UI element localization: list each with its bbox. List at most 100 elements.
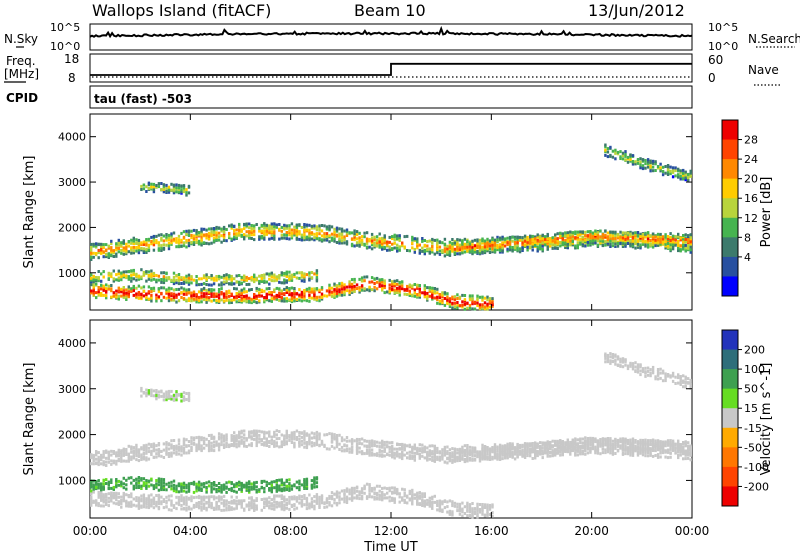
scatter-cell — [145, 247, 148, 251]
scatter-cell — [636, 233, 640, 237]
scatter-cell — [140, 453, 143, 457]
scatter-cell — [340, 231, 344, 235]
scatter-cell — [90, 453, 93, 457]
scatter-cell — [315, 295, 319, 299]
scatter-cell — [192, 441, 196, 445]
scatter-cell — [333, 492, 336, 496]
scatter-cell — [268, 237, 271, 241]
scatter-cell — [373, 235, 376, 239]
scatter-cell — [684, 246, 687, 250]
scatter-cell — [471, 245, 474, 249]
scatter-cell — [431, 500, 434, 504]
scatter-cell — [142, 481, 146, 485]
scatter-cell — [162, 183, 166, 187]
scatter-cell — [566, 242, 569, 246]
scatter-cell — [160, 233, 163, 237]
scatter-cell — [100, 462, 103, 466]
scatter-cell — [190, 229, 193, 233]
scatter-cell — [325, 505, 329, 509]
scatter-cell — [403, 448, 406, 452]
scatter-cell — [360, 284, 364, 288]
scatter-cell — [411, 246, 414, 250]
scatter-cell — [523, 239, 527, 243]
scatter-cell — [549, 242, 552, 245]
scatter-cell — [165, 393, 168, 397]
scatter-cell — [177, 282, 181, 286]
scatter-cell — [253, 277, 256, 281]
scatter-cell — [248, 496, 251, 500]
scatter-cell — [305, 228, 309, 232]
scatter-cell — [325, 501, 329, 505]
scatter-cell — [576, 246, 579, 250]
scatter-cell — [370, 451, 374, 455]
scatter-cell — [636, 158, 640, 161]
scatter-cell — [669, 169, 672, 173]
scatter-cell — [127, 494, 130, 497]
scatter-cell — [423, 456, 426, 460]
scatter-cell — [280, 292, 283, 296]
scatter-cell — [202, 282, 206, 286]
scatter-cell — [411, 449, 414, 453]
scatter-cell — [443, 445, 447, 449]
scatter-cell — [117, 289, 120, 293]
scatter-cell — [185, 229, 188, 233]
scatter-cell — [177, 498, 181, 502]
scatter-cell — [386, 243, 389, 247]
scatter-cell — [596, 235, 600, 239]
scatter-cell — [310, 431, 314, 435]
scatter-cell — [493, 249, 497, 253]
scatter-cell — [318, 295, 321, 299]
scatter-cell — [225, 436, 228, 439]
scatter-cell — [418, 251, 421, 255]
scatter-cell — [280, 497, 283, 501]
scatter-cell — [303, 438, 306, 442]
scatter-cell — [451, 249, 454, 253]
scatter-cell — [303, 233, 306, 236]
scatter-cell — [263, 500, 266, 504]
scatter-cell — [323, 294, 326, 298]
scatter-cell — [418, 449, 421, 453]
scatter-cell — [102, 487, 105, 490]
scatter-cell — [431, 495, 434, 499]
scatter-cell — [303, 279, 306, 283]
scatter-cell — [248, 489, 251, 492]
scatter-cell — [679, 174, 682, 178]
scatter-cell — [295, 506, 299, 510]
scatter-cell — [345, 228, 349, 232]
scatter-cell — [132, 270, 135, 274]
scatter-cell — [265, 444, 268, 447]
scatter-cell — [303, 496, 306, 500]
scatter-cell — [606, 239, 610, 243]
scatter-cell — [330, 236, 334, 240]
scatter-cell — [315, 287, 319, 291]
scatter-cell — [177, 234, 181, 238]
scatter-cell — [408, 497, 411, 501]
scatter-cell — [438, 252, 442, 256]
scatter-cell — [340, 229, 344, 233]
scatter-cell — [102, 288, 105, 292]
scatter-cell — [421, 447, 424, 451]
scatter-cell — [659, 238, 662, 241]
scatter-cell — [408, 285, 411, 289]
scatter-cell — [375, 235, 379, 239]
scatter-cell — [140, 296, 143, 299]
scatter-cell — [127, 275, 130, 279]
scatter-cell — [295, 496, 299, 500]
scatter-cell — [313, 224, 316, 228]
scatter-cell — [255, 223, 258, 226]
scatter-cell — [355, 442, 359, 446]
scatter-cell — [97, 287, 100, 291]
scatter-cell — [616, 150, 620, 154]
scatter-cell — [172, 239, 176, 243]
scatter-cell — [335, 494, 339, 498]
scatter-cell — [298, 488, 301, 492]
scatter-cell — [448, 509, 452, 513]
scatter-cell — [330, 290, 334, 294]
scatter-cell — [687, 175, 690, 179]
scatter-cell — [110, 246, 113, 250]
scatter-cell — [278, 280, 281, 284]
scatter-cell — [268, 272, 271, 276]
scatter-cell — [411, 445, 414, 449]
scatter-cell — [456, 297, 459, 300]
scatter-cell — [263, 441, 266, 445]
